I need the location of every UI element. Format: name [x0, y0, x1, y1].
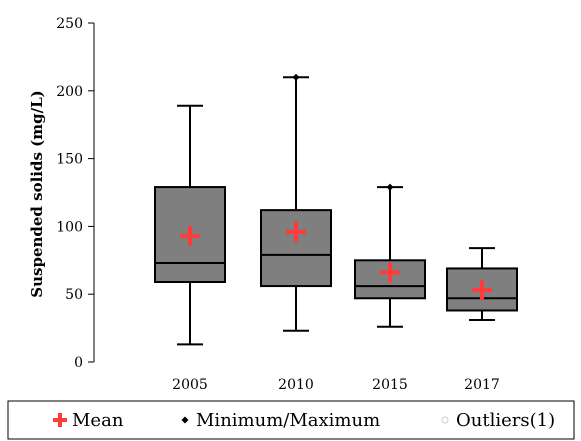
box-2010 [260, 76, 332, 332]
y-axis-title: Suspended solids (mg/L) [28, 90, 46, 297]
mean-marker-vbar [480, 280, 484, 301]
max-point-2015 [386, 183, 394, 191]
box-2015 [354, 186, 426, 328]
legend-mean-label: Mean [72, 410, 124, 431]
iqr-box [260, 209, 332, 288]
legend-minmax-label: Minimum/Maximum [196, 410, 380, 431]
legend-outlier-label: Outliers(1) [456, 410, 555, 431]
mean-marker [472, 280, 492, 301]
box-2005 [154, 104, 226, 346]
legend: Mean Minimum/Maximum Outliers(1) [7, 400, 575, 440]
y-tick-label: 200 [56, 84, 83, 100]
box-2017 [446, 247, 518, 321]
x-tick-label: 2010 [278, 377, 314, 393]
mean-marker-vbar [188, 225, 192, 246]
y-tick-label: 150 [56, 152, 83, 168]
y-tick-label: 100 [56, 219, 83, 235]
x-tick-label: 2015 [372, 377, 408, 393]
y-tick-label: 0 [74, 355, 83, 371]
legend-mean-icon [53, 413, 67, 427]
legend-minmax-icon [181, 416, 189, 424]
x-tick-label: 2005 [172, 377, 208, 393]
axes: 0 50 100 150 200 250 2005 2010 2015 2017 [56, 16, 500, 393]
legend-border [7, 400, 575, 440]
y-tick-label: 250 [56, 16, 83, 32]
y-tick-label: 50 [65, 287, 83, 303]
mean-marker-vbar [294, 221, 298, 242]
mean-marker [286, 221, 306, 242]
max-point-2010 [292, 73, 300, 81]
boxes [154, 73, 518, 346]
mean-marker [380, 262, 400, 283]
legend-outlier-icon [441, 416, 449, 424]
mean-marker-vbar [388, 262, 392, 283]
x-tick-label: 2017 [464, 377, 500, 393]
mean-marker-vbar [58, 413, 62, 427]
mean-marker [180, 225, 200, 246]
